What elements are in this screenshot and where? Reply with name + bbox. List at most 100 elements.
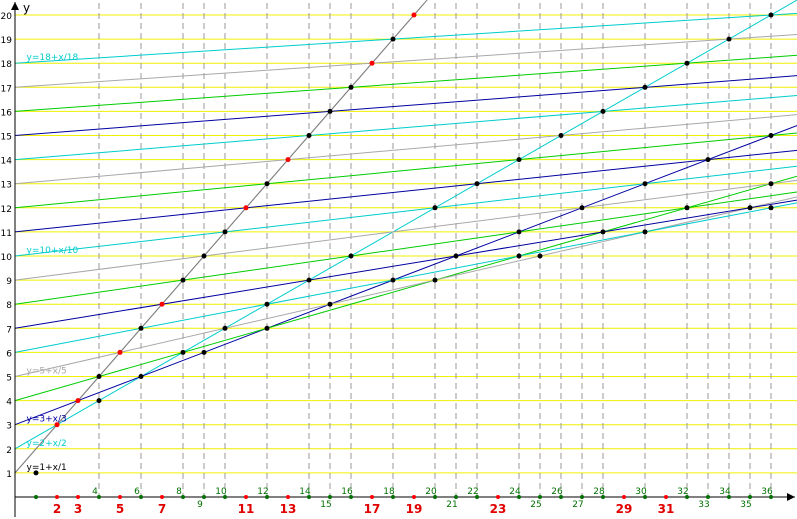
x-composite-label-6: 6	[134, 487, 140, 497]
composite-point-26-15	[558, 133, 564, 138]
x-axis-marker-30	[643, 495, 647, 499]
composite-point-10-11	[222, 229, 228, 235]
x-composite-label-36: 36	[761, 487, 773, 497]
x-axis-marker-28	[601, 495, 605, 499]
x-composite-label-14: 14	[299, 487, 311, 497]
composite-point-6-7	[138, 325, 144, 331]
prime-point-5	[117, 349, 123, 355]
x-composite-label-33: 33	[698, 500, 709, 510]
series-line-k2	[14, 0, 797, 450]
composite-point-30-13	[642, 181, 648, 187]
point-1-1	[33, 470, 39, 476]
composite-point-36-15	[768, 133, 774, 138]
composite-point-28-16	[600, 108, 606, 114]
x-axis-marker-26	[559, 495, 563, 499]
x-composite-label-10: 10	[215, 487, 227, 497]
horizontal-grid	[15, 14, 797, 474]
series-line-k17	[14, 34, 797, 88]
composite-point-12-13	[264, 181, 270, 187]
x-axis-marker-9	[202, 495, 206, 499]
composite-point-21-10	[453, 253, 459, 259]
composite-point-28-11	[600, 229, 606, 235]
series-line-k7	[14, 199, 797, 329]
x-axis-arrow	[787, 493, 795, 501]
prime-point-13	[285, 157, 291, 163]
composite-point-12-8	[264, 301, 270, 307]
composite-point-14-15	[306, 133, 312, 138]
series-line-x-plus-1	[14, 2, 425, 474]
x-axis-marker-2	[55, 495, 59, 499]
composite-point-30-17	[642, 84, 648, 90]
y-tick-label-12: 12	[1, 205, 12, 215]
y-tick-label-20: 20	[1, 12, 13, 22]
annotation-k10: y=10+x/10	[27, 246, 79, 256]
x-composite-label-18: 18	[383, 487, 395, 497]
x-composite-label-9: 9	[197, 500, 203, 510]
composite-point-8-9	[180, 277, 186, 283]
vertical-grid	[98, 2, 772, 497]
series-line-k15	[14, 75, 797, 136]
series-line-k11	[14, 149, 797, 233]
x-composite-label-4: 4	[92, 487, 98, 497]
y-tick-label-3: 3	[6, 422, 12, 432]
x-axis-marker-11	[244, 495, 248, 499]
x-composite-label-24: 24	[509, 487, 521, 497]
data-points	[33, 12, 774, 499]
series-line-k8	[14, 191, 797, 305]
x-axis-marker-31	[664, 495, 668, 499]
x-axis-marker-10	[223, 495, 227, 499]
composite-point-32-12	[684, 205, 690, 211]
y-tick-label-2: 2	[6, 446, 12, 456]
x-axis-marker-21	[454, 495, 458, 499]
composite-point-15-16	[327, 108, 333, 114]
x-axis-marker-14	[307, 495, 311, 499]
x-composite-label-35: 35	[740, 500, 751, 510]
x-prime-label-5: 5	[116, 502, 124, 516]
y-tick-label-11: 11	[1, 229, 12, 239]
composite-point-24-14	[516, 157, 522, 163]
prime-point-17	[369, 60, 375, 66]
x-prime-label-13: 13	[280, 502, 297, 516]
y-tick-label-10: 10	[1, 253, 13, 263]
series-line-k5	[14, 196, 797, 377]
composite-point-20-12	[432, 205, 438, 211]
x-axis-marker-1	[34, 495, 38, 499]
x-axis-marker-3	[76, 495, 80, 499]
composite-point-16-10	[348, 253, 354, 259]
x-axis-marker-22	[475, 495, 479, 499]
series-line-k3	[14, 125, 797, 426]
x-axis-marker-4	[97, 495, 101, 499]
axes: y	[11, 1, 795, 517]
x-prime-label-29: 29	[616, 502, 633, 516]
x-axis-marker-34	[727, 495, 731, 499]
series-line-k18	[14, 12, 797, 64]
x-axis-marker-20	[433, 495, 437, 499]
y-tick-label-16: 16	[1, 108, 13, 118]
composite-point-9-6	[201, 349, 207, 355]
x-axis-marker-32	[685, 495, 689, 499]
y-tick-label-7: 7	[6, 325, 12, 335]
composite-point-18-19	[390, 36, 396, 42]
y-tick-label-9: 9	[6, 277, 12, 287]
x-axis-marker-19	[412, 495, 416, 499]
x-axis-marker-33	[706, 495, 710, 499]
prime-point-3	[75, 398, 81, 404]
y-tick-label-18: 18	[1, 60, 13, 70]
composite-point-10-7	[222, 325, 228, 331]
composite-point-22-13	[474, 181, 480, 187]
x-prime-label-23: 23	[490, 502, 507, 516]
y-tick-label-13: 13	[1, 181, 12, 191]
x-prime-label-3: 3	[74, 502, 82, 516]
x-axis-marker-24	[517, 495, 521, 499]
annotation-k5: y=5+x/5	[27, 367, 67, 377]
composite-point-14-9	[306, 277, 312, 283]
x-prime-label-31: 31	[658, 502, 675, 516]
series-line-k1	[14, 0, 428, 474]
composite-point-36-20	[768, 12, 774, 18]
x-prime-label-19: 19	[406, 502, 423, 516]
x-axis-marker-13	[286, 495, 290, 499]
composite-point-12-7	[264, 325, 270, 331]
composite-point-25-10	[537, 253, 543, 259]
y-tick-label-19: 19	[1, 36, 13, 46]
